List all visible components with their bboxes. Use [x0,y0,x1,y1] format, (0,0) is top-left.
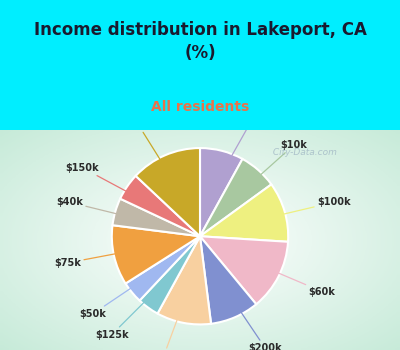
Text: $40k: $40k [56,197,153,223]
Wedge shape [112,225,200,284]
Text: $150k: $150k [66,163,160,209]
Text: $200k: $200k [220,281,282,350]
Text: $30k: $30k [150,284,190,350]
Wedge shape [120,176,200,236]
Wedge shape [200,184,288,242]
Wedge shape [158,236,211,324]
Wedge shape [200,148,242,236]
Text: Income distribution in Lakeport, CA
(%): Income distribution in Lakeport, CA (%) [34,21,366,62]
Wedge shape [200,159,271,236]
Text: $50k: $50k [79,267,162,319]
Text: $125k: $125k [95,275,171,340]
Wedge shape [136,148,200,236]
Text: $20k: $20k [125,120,180,192]
Text: $10k: $10k [232,140,307,200]
Wedge shape [112,199,200,236]
Text: $75k: $75k [54,247,152,268]
Wedge shape [126,236,200,301]
Text: $100k: $100k [247,197,350,223]
Text: $60k: $60k [244,258,335,296]
Wedge shape [200,236,256,324]
Text: > $200k: > $200k [213,113,275,189]
Text: City-Data.com: City-Data.com [270,148,337,157]
Wedge shape [140,236,200,314]
Text: All residents: All residents [151,100,249,114]
Wedge shape [200,236,288,304]
